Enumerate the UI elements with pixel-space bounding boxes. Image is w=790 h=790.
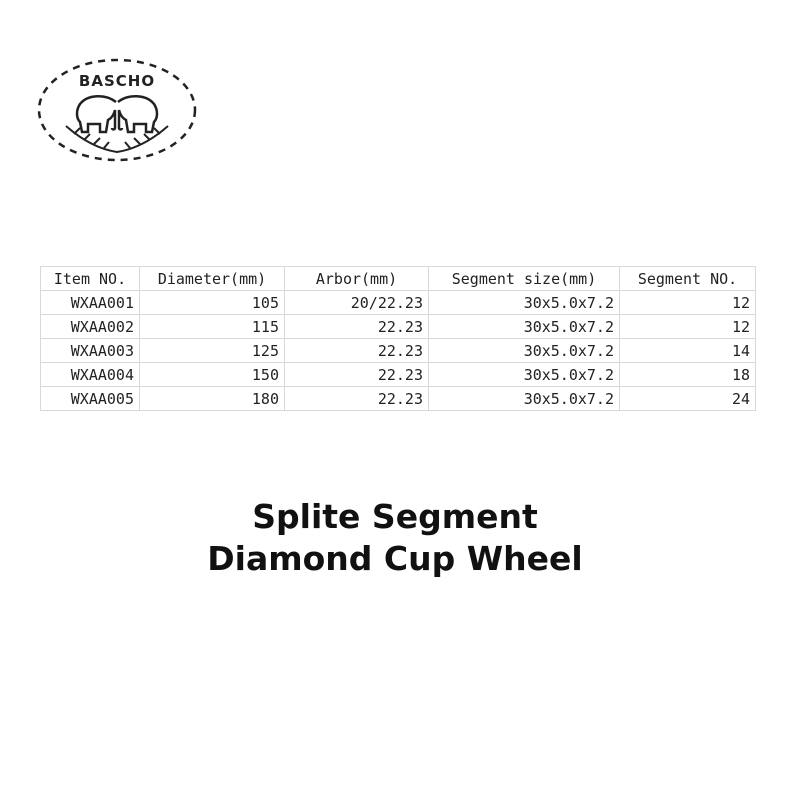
cell: 22.23 [284, 338, 429, 363]
title-line-1: Splite Segment [252, 497, 538, 536]
cell: 20/22.23 [284, 290, 429, 315]
cell: 22.23 [284, 314, 429, 339]
table-header-row: Item NO. Diameter(mm) Arbor(mm) Segment … [40, 266, 756, 291]
header-item-no: Item NO. [40, 266, 140, 291]
cell: 22.23 [284, 362, 429, 387]
table-row: WXAA002 115 22.23 30x5.0x7.2 12 [40, 314, 756, 339]
cell: 180 [139, 386, 285, 411]
cell: 30x5.0x7.2 [428, 314, 620, 339]
header-segment-size: Segment size(mm) [428, 266, 620, 291]
product-title: Splite Segment Diamond Cup Wheel [0, 496, 790, 580]
header-segment-no: Segment NO. [619, 266, 756, 291]
svg-text:BASCHO: BASCHO [79, 72, 155, 90]
title-line-2: Diamond Cup Wheel [207, 539, 583, 578]
table-row: WXAA003 125 22.23 30x5.0x7.2 14 [40, 338, 756, 363]
cell: 115 [139, 314, 285, 339]
cell: 12 [619, 290, 756, 315]
cell: 125 [139, 338, 285, 363]
cell: 30x5.0x7.2 [428, 290, 620, 315]
cell: 150 [139, 362, 285, 387]
cell: 22.23 [284, 386, 429, 411]
cell: 18 [619, 362, 756, 387]
cell: WXAA004 [40, 362, 140, 387]
cell: WXAA003 [40, 338, 140, 363]
header-arbor: Arbor(mm) [284, 266, 429, 291]
header-diameter: Diameter(mm) [139, 266, 285, 291]
bascho-logo: BASCHO [37, 58, 197, 162]
laurel-icon [65, 125, 169, 154]
elephant-icon [75, 95, 159, 134]
table-row: WXAA001 105 20/22.23 30x5.0x7.2 12 [40, 290, 756, 315]
spec-table: Item NO. Diameter(mm) Arbor(mm) Segment … [40, 266, 756, 411]
cell: WXAA001 [40, 290, 140, 315]
cell: 14 [619, 338, 756, 363]
cell: 12 [619, 314, 756, 339]
cell: 24 [619, 386, 756, 411]
cell: 30x5.0x7.2 [428, 386, 620, 411]
table-row: WXAA004 150 22.23 30x5.0x7.2 18 [40, 362, 756, 387]
cell: 30x5.0x7.2 [428, 338, 620, 363]
cell: 105 [139, 290, 285, 315]
cell: WXAA005 [40, 386, 140, 411]
cell: 30x5.0x7.2 [428, 362, 620, 387]
cell: WXAA002 [40, 314, 140, 339]
table-row: WXAA005 180 22.23 30x5.0x7.2 24 [40, 386, 756, 411]
